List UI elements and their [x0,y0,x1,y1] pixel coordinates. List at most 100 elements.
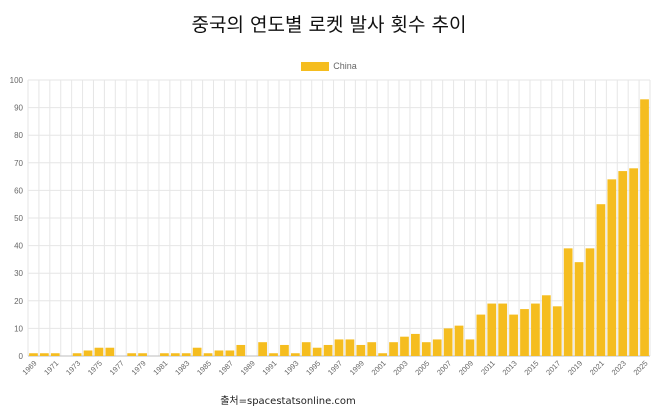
bar-1983[interactable] [181,353,191,356]
x-tick-label: 2005 [413,359,431,377]
bar-2012[interactable] [498,303,508,356]
bar-2024[interactable] [629,168,638,356]
x-tick-label: 2003 [391,359,409,377]
source-note: 출처=spacestatsonline.com [220,396,356,407]
bar-1984[interactable] [192,347,202,356]
x-tick-label: 2015 [522,359,540,377]
bar-1982[interactable] [170,353,180,356]
bar-1999[interactable] [356,344,366,356]
x-tick-label: 1973 [64,359,82,377]
x-tick-label: 2011 [479,359,497,377]
bar-1988[interactable] [236,344,246,356]
y-tick-label: 40 [14,242,23,251]
bar-1991[interactable] [269,353,278,356]
x-tick-label: 2013 [501,359,519,377]
x-tick-label: 2023 [610,359,628,377]
bar-1993[interactable] [290,353,300,356]
x-tick-label: 1985 [195,359,213,377]
bar-1979[interactable] [138,353,147,356]
x-tick-label: 1995 [304,359,322,377]
bar-1975[interactable] [94,347,104,356]
bar-2004[interactable] [411,333,420,356]
bar-2006[interactable] [432,339,442,356]
bar-2005[interactable] [421,342,431,356]
y-tick-label: 10 [14,324,23,333]
bar-1973[interactable] [72,353,82,356]
bar-2020[interactable] [585,248,595,356]
bar-1969[interactable] [29,353,38,356]
bar-2007[interactable] [443,328,453,356]
bar-1997[interactable] [334,339,344,356]
bar-2011[interactable] [487,303,497,356]
bar-2002[interactable] [389,342,398,356]
bar-2021[interactable] [596,204,606,356]
bar-1976[interactable] [105,347,115,356]
bars [29,99,649,356]
x-tick-label: 1977 [108,359,126,377]
x-tick-label: 1991 [260,359,278,377]
bar-1971[interactable] [50,353,60,356]
x-tick-label: 2001 [370,359,388,377]
y-tick-label: 90 [14,104,23,113]
y-tick-label: 30 [14,269,23,278]
x-tick-label: 2025 [632,359,650,377]
x-axis-tick-labels: 1969 1971 1973 1975 1977 1979 1981 1983 1985 1987… [20,359,649,377]
x-tick-label: 1989 [239,359,257,377]
x-tick-label: 2009 [457,359,475,377]
bar-1995[interactable] [312,347,322,356]
legend-swatch-china [301,61,330,71]
bar-2015[interactable] [531,303,540,356]
x-tick-label: 1997 [326,359,344,377]
x-tick-label: 2019 [566,359,584,377]
bar-2013[interactable] [509,314,518,356]
bar-2000[interactable] [367,342,377,356]
x-tick-label: 1993 [282,359,300,377]
x-tick-label: 1975 [86,359,104,377]
y-tick-label: 100 [10,76,24,85]
bar-2008[interactable] [454,325,464,356]
y-tick-label: 0 [19,352,24,361]
bar-2018[interactable] [563,248,573,356]
bar-2001[interactable] [378,353,388,356]
y-tick-label: 60 [14,186,23,195]
bar-1996[interactable] [323,344,333,356]
bar-1985[interactable] [203,353,213,356]
bar-1992[interactable] [280,344,289,356]
x-tick-label: 1979 [130,359,148,377]
y-tick-label: 50 [14,214,23,223]
x-tick-label: 1971 [42,359,60,377]
y-tick-label: 80 [14,131,23,140]
bar-2019[interactable] [574,262,584,356]
bar-2014[interactable] [520,309,529,356]
legend-label-china: China [333,61,357,71]
bar-1990[interactable] [258,342,267,356]
x-tick-label: 2021 [588,359,606,377]
bar-1998[interactable] [345,339,355,356]
x-tick-label: 1981 [151,359,169,377]
chart-title: 중국의 연도별 로켓 발사 횟수 추이 [191,14,467,36]
y-tick-label: 70 [14,159,23,168]
bar-1970[interactable] [40,353,49,356]
x-tick-label: 1983 [173,359,191,377]
legend[interactable]: China [0,61,658,72]
bar-2010[interactable] [476,314,486,356]
bar-1987[interactable] [225,350,235,356]
bar-2023[interactable] [618,171,628,356]
bar-2022[interactable] [607,179,617,356]
bar-2017[interactable] [552,306,562,356]
bar-2016[interactable] [541,295,551,356]
bar-1978[interactable] [127,353,137,356]
bar-1994[interactable] [301,342,311,356]
bar-1986[interactable] [214,350,224,356]
y-tick-label: 20 [14,297,23,306]
bar-1974[interactable] [83,350,93,356]
bar-2025[interactable] [640,99,649,356]
bar-2009[interactable] [465,339,475,356]
x-tick-label: 1969 [20,359,38,377]
x-tick-label: 2017 [544,359,562,377]
x-tick-label: 1987 [217,359,235,377]
bar-1981[interactable] [160,353,169,356]
bar-2003[interactable] [400,336,409,356]
x-tick-label: 1999 [348,359,366,377]
